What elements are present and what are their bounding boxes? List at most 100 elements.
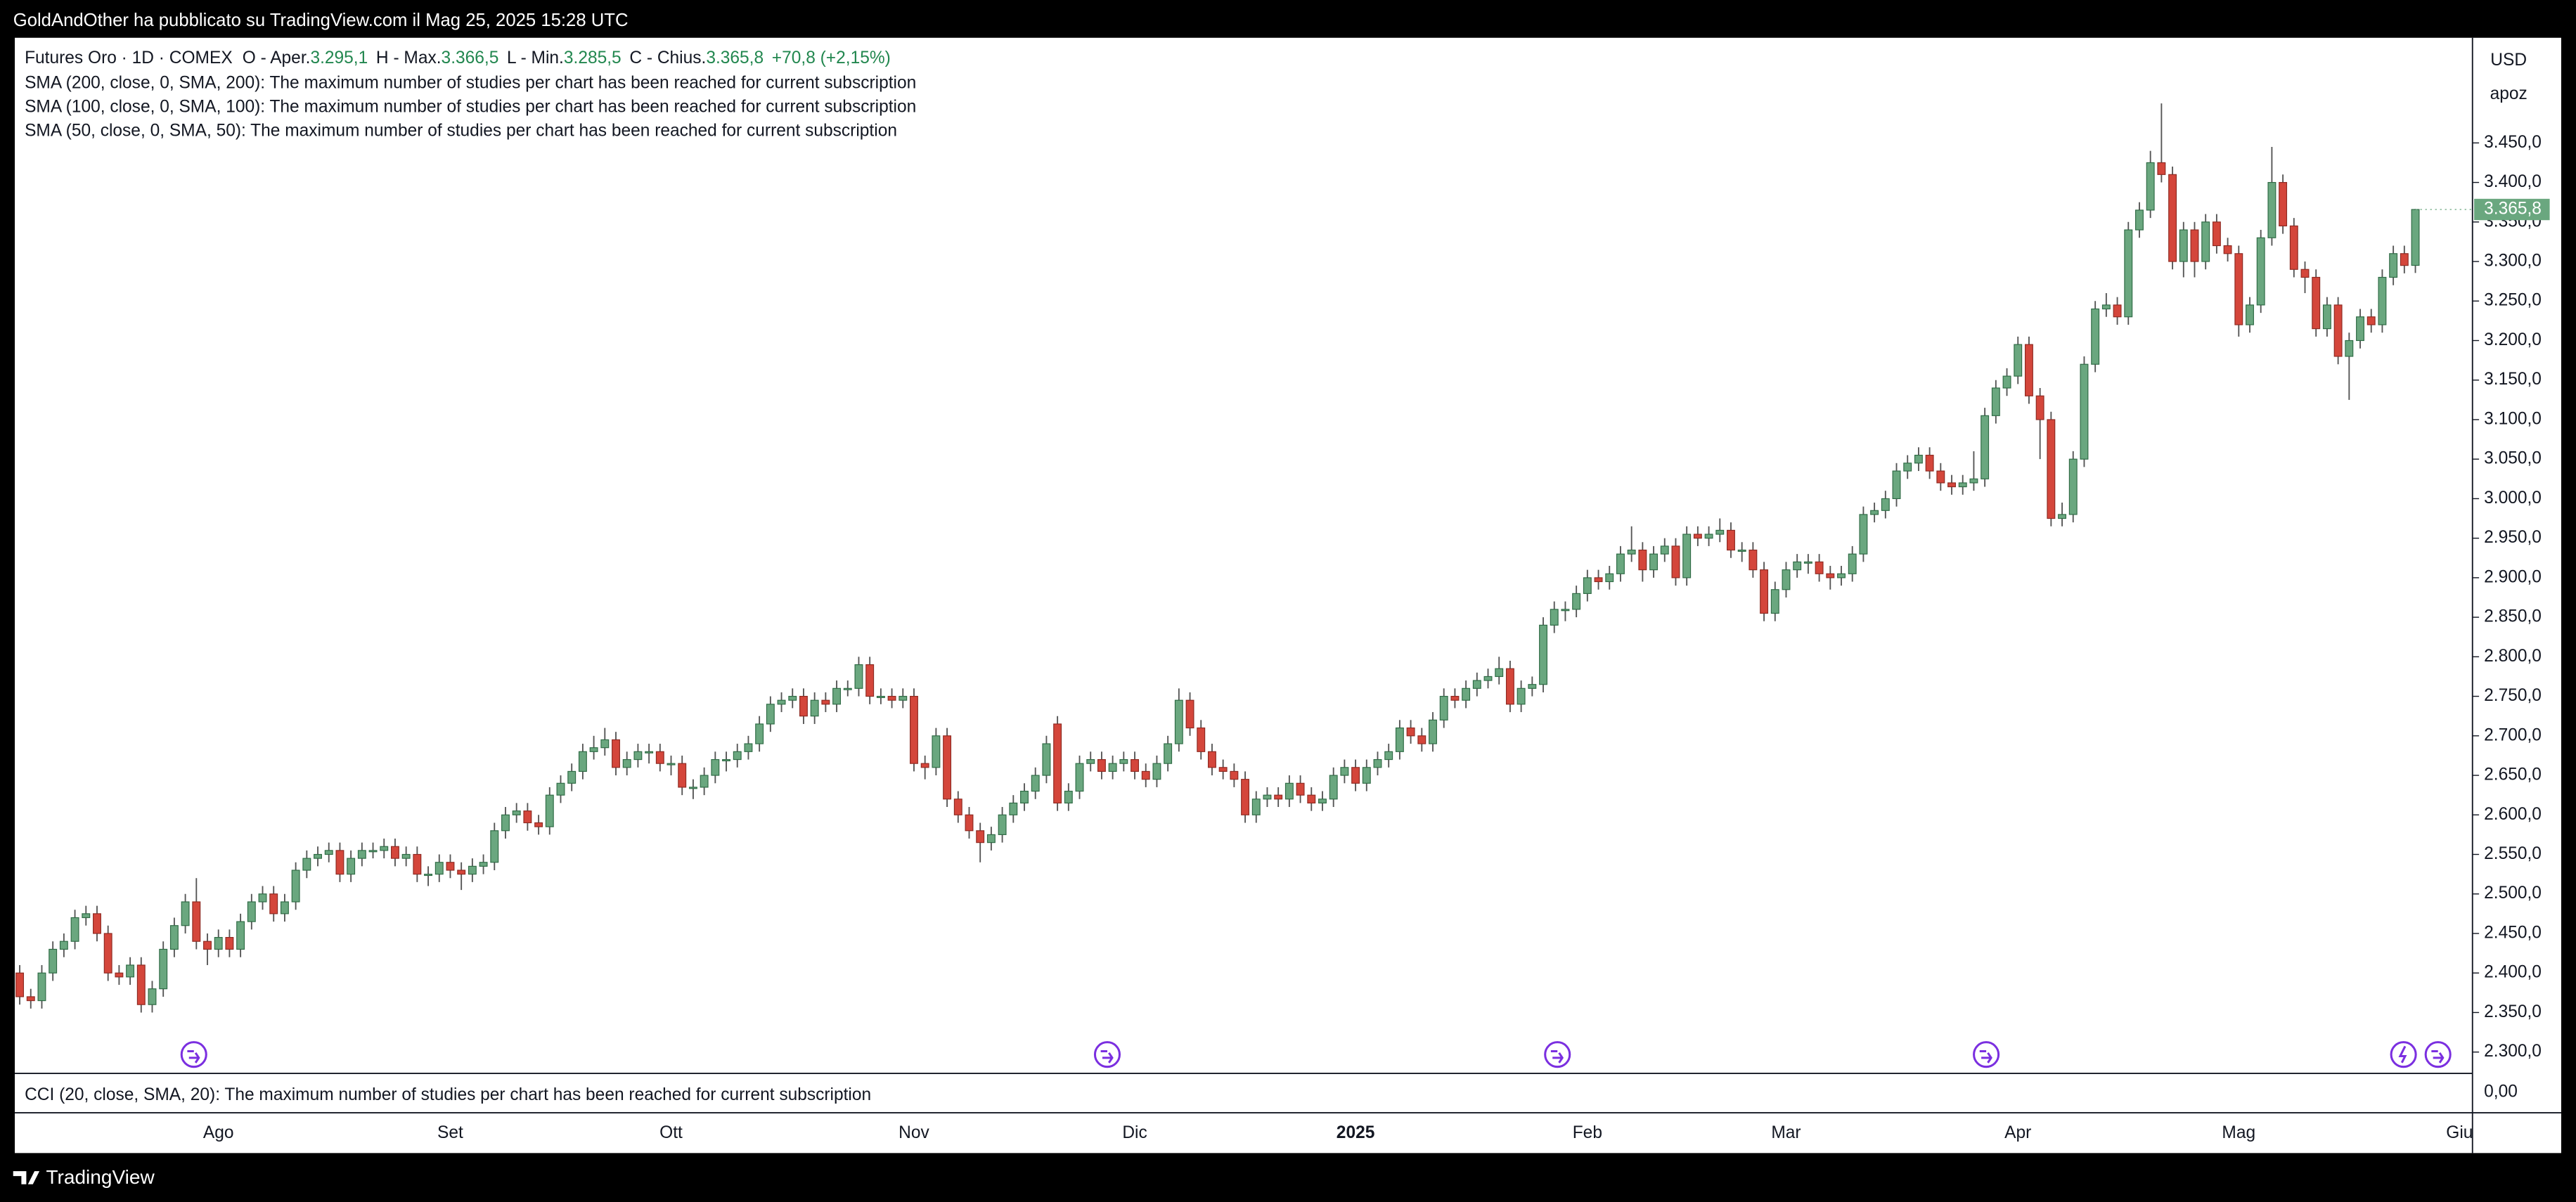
y-tick-label: 3.250,0 [2484, 291, 2542, 310]
candle-body [1086, 758, 1095, 764]
candle-body [700, 775, 709, 788]
candle-body [2289, 225, 2298, 270]
legend-value: 3.285,5 [564, 49, 622, 68]
candle-body [1483, 676, 1493, 681]
candle-body [1958, 482, 1967, 488]
candle-body [2400, 253, 2409, 266]
candle-body [1218, 767, 1228, 773]
legend-title: Futures Oro · 1D · COMEX [25, 49, 233, 68]
candle-body [1241, 779, 1250, 815]
candle-body [1131, 758, 1139, 773]
candle-body [1263, 794, 1272, 800]
candle-body [2047, 419, 2056, 519]
candle-body [2411, 209, 2420, 266]
event-icon[interactable] [1544, 1041, 1571, 1068]
candle-body [2333, 304, 2343, 357]
candle-body [1815, 561, 1824, 574]
candle-body [2366, 316, 2376, 325]
candle-body [1969, 478, 1978, 484]
candle-body [434, 862, 444, 875]
candle-body [192, 901, 201, 942]
candle-body [744, 743, 753, 752]
candle-body [258, 893, 267, 903]
candle-body [1152, 763, 1161, 780]
candle-body [1505, 668, 1514, 705]
study-line: SMA (200, close, 0, SMA, 200): The maxim… [25, 74, 916, 93]
candle-body [1351, 767, 1360, 784]
cci-study: CCI (20, close, SMA, 20): The maximum nu… [25, 1085, 871, 1104]
y-tick-label: 2.550,0 [2484, 844, 2542, 863]
candle-body [148, 988, 157, 1005]
candle-body [1925, 454, 1934, 472]
candle-body [280, 901, 289, 915]
candle-body [2246, 304, 2254, 325]
candle-body [1429, 719, 1437, 744]
candles [15, 103, 2420, 1013]
x-tick-label: Dic [1122, 1123, 1147, 1142]
footer-brand: TradingView [46, 1166, 155, 1188]
x-tick-label: Ago [203, 1123, 234, 1142]
event-icon[interactable] [1093, 1041, 1121, 1068]
y-tick-label: 2.650,0 [2484, 765, 2542, 784]
candle-body [1837, 573, 1846, 579]
candle-body [1760, 569, 1769, 614]
event-icon[interactable] [180, 1041, 207, 1068]
candle-body [2256, 237, 2265, 306]
candle-body [501, 814, 510, 832]
candle-body [1991, 387, 2000, 416]
event-icon[interactable] [1973, 1041, 2000, 1068]
candle-body [556, 782, 565, 796]
candle-body [2157, 162, 2166, 175]
candle-body [788, 695, 797, 701]
candle-body [1516, 687, 1526, 705]
candle-body [2322, 304, 2331, 330]
candle-body [1660, 545, 1669, 555]
candle-body [335, 850, 344, 875]
candle-body [1296, 782, 1305, 796]
event-icon[interactable] [2424, 1041, 2452, 1068]
legend-value: 3.366,5 [442, 49, 499, 68]
candle-body [645, 751, 654, 754]
candle-body [1108, 763, 1117, 773]
candle-body [1119, 758, 1128, 764]
currency-label: USD [2490, 51, 2527, 70]
publisher-bar: GoldAndOther ha pubblicato su TradingVie… [13, 11, 629, 30]
candle-body [357, 850, 366, 859]
candle-body [2135, 209, 2144, 231]
y-tick-label: 3.050,0 [2484, 449, 2542, 468]
candle-body [854, 664, 863, 689]
candle-body [2002, 375, 2011, 389]
y-tick-label: 3.150,0 [2484, 370, 2542, 389]
y-tick-label: 3.300,0 [2484, 252, 2542, 271]
candle-body [678, 763, 687, 788]
y-tick-label: 2.900,0 [2484, 567, 2542, 586]
candle-body [1042, 743, 1051, 776]
candle-body [1406, 727, 1415, 737]
candle-body [1870, 510, 1879, 515]
y-tick-label: 2.950,0 [2484, 528, 2542, 547]
candle-body [2378, 276, 2387, 325]
candle-body [766, 704, 775, 725]
y-tick-label: 2.700,0 [2484, 725, 2542, 744]
x-tick-label: Feb [1573, 1123, 1602, 1142]
candle-body [2312, 276, 2321, 330]
candle-body [1318, 799, 1327, 803]
candle-body [655, 751, 664, 764]
candle-body [413, 853, 422, 875]
y-tick-label: 2.350,0 [2484, 1002, 2542, 1021]
x-tick-label: Apr [2004, 1123, 2031, 1142]
candle-body [2058, 514, 2067, 519]
candle-body [1649, 553, 1659, 571]
cci-tick-label: 0,00 [2484, 1082, 2518, 1101]
y-tick-label: 3.450,0 [2484, 133, 2542, 152]
candle-body [1770, 589, 1779, 614]
candle-body [1450, 695, 1460, 701]
legend-value: 3.295,1 [310, 49, 368, 68]
candle-body [578, 751, 587, 773]
candle-body [468, 865, 477, 875]
candle-body [457, 870, 466, 875]
candle-body [2080, 363, 2089, 460]
event-icon[interactable] [2390, 1041, 2417, 1068]
candle-body [722, 758, 730, 762]
